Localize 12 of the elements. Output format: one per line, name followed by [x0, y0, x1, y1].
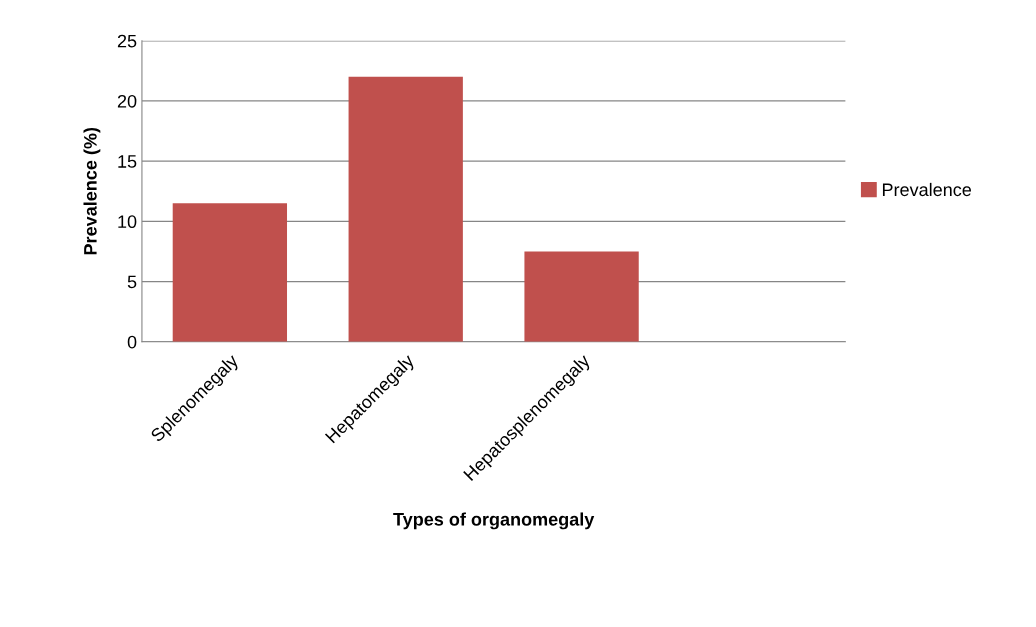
bar: [172, 203, 288, 342]
bar: [524, 251, 639, 342]
bar: [348, 76, 463, 342]
x-axis-title: Types of organomegaly: [393, 512, 595, 530]
y-tick-label: 20: [117, 94, 137, 108]
legend-label: Prevalence: [882, 182, 972, 197]
y-tick-label: 5: [127, 275, 137, 289]
y-tick-label: 15: [118, 155, 137, 168]
y-tick-label: 0: [127, 335, 137, 349]
y-tick-label: 10: [118, 215, 137, 229]
y-tick-label: 25: [117, 34, 137, 48]
y-axis-title: Prevalence (%): [83, 127, 101, 255]
